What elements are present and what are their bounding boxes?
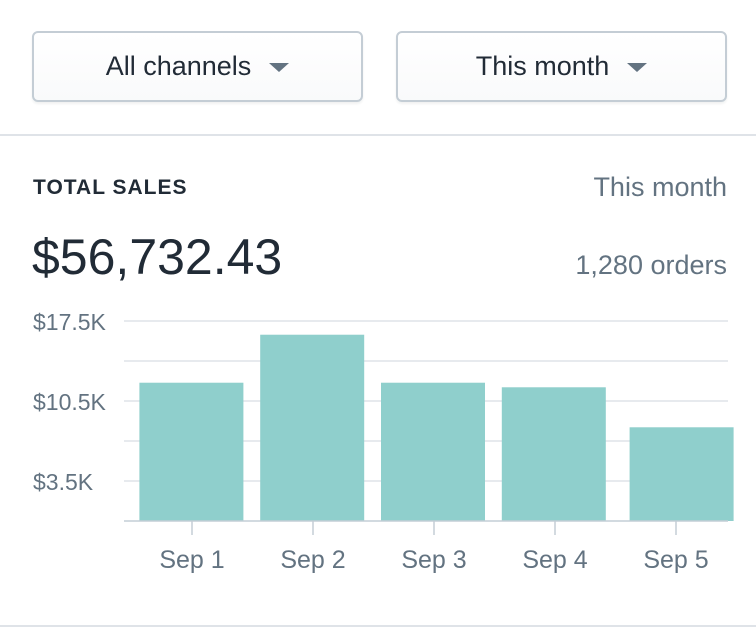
total-sales-value: $56,732.43 xyxy=(32,229,283,285)
x-tick-label: Sep 1 xyxy=(159,546,224,574)
filter-bar: All channels This month xyxy=(0,0,756,136)
total-sales-card: TOTAL SALES This month $56,732.43 1,280 … xyxy=(0,136,756,628)
sales-bar-chart: $17.5K $10.5K $3.5K Sep 1 Sep 2 Sep 3 Sep 4 Sep… xyxy=(33,309,734,574)
channel-select-label: All channels xyxy=(105,51,252,81)
bar-sep-1 xyxy=(139,382,244,521)
y-tick-label: $3.5K xyxy=(33,469,94,495)
bar-sep-2 xyxy=(260,334,365,521)
channel-select[interactable]: All channels xyxy=(32,31,363,102)
x-tick-label: Sep 4 xyxy=(522,546,587,574)
y-tick-label: $10.5K xyxy=(33,389,107,415)
bar-sep-4 xyxy=(501,387,606,521)
card-bottom-divider xyxy=(0,625,756,627)
caret-down-icon xyxy=(269,63,290,72)
bar-sep-3 xyxy=(381,382,485,521)
caret-down-icon xyxy=(627,63,648,72)
y-tick-label: $17.5K xyxy=(33,309,107,335)
x-tick-label: Sep 5 xyxy=(643,546,708,574)
x-tick-label: Sep 3 xyxy=(401,546,466,574)
x-tick-label: Sep 2 xyxy=(280,546,345,574)
card-title: TOTAL SALES xyxy=(33,176,188,199)
card-period-label: This month xyxy=(593,172,727,202)
bar-sep-5 xyxy=(629,427,734,521)
period-select-label: This month xyxy=(475,51,610,81)
period-select[interactable]: This month xyxy=(396,31,727,102)
orders-count: 1,280 orders xyxy=(575,250,727,280)
